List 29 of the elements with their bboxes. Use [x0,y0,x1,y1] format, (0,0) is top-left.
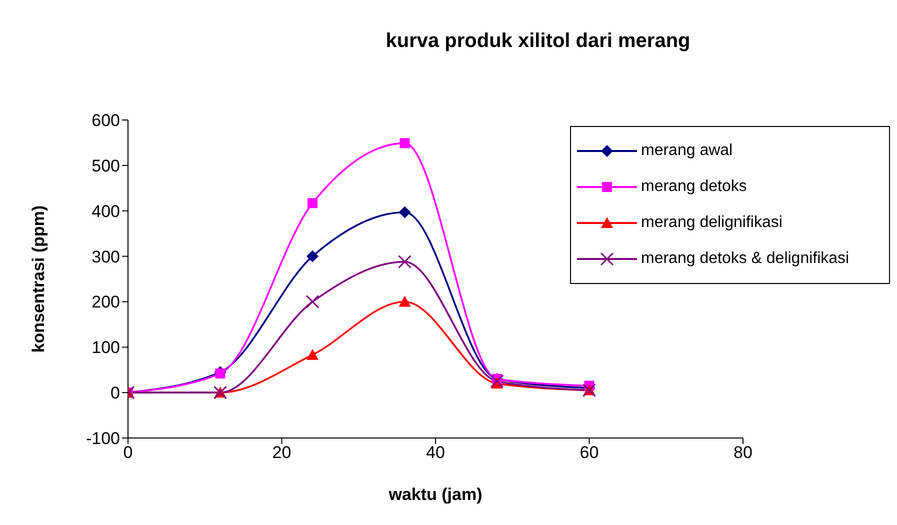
x-tick-label: 40 [426,443,445,462]
y-tick-label: 400 [92,202,120,221]
y-tick-label: 300 [92,247,120,266]
point [306,294,320,308]
x-tick-label: 80 [734,443,752,462]
y-tick-label: -100 [86,429,120,448]
legend-label: merang awal [641,142,733,160]
point [400,138,410,148]
point [308,198,318,208]
legend-label: merang delignifikasi [641,214,782,232]
y-tick-label: 200 [92,292,120,312]
y-tick-label: 600 [92,111,120,130]
point [398,296,411,307]
y-tick-label: 100 [92,338,120,358]
x-tick-label: 0 [123,443,133,462]
chart-title: kurva produk xilitol dari merang [384,30,692,53]
point [306,250,318,262]
point [490,374,504,388]
point [398,254,412,268]
point [398,206,411,218]
point [306,348,318,360]
x-tick-label: 20 [272,443,292,462]
x-axis-title: waktu (jam) [388,485,482,504]
legend-label: merang detoks & delignifikasi [641,250,850,268]
y-tick-label: 0 [110,384,120,403]
y-tick-label: 500 [92,156,120,176]
x-tick-label: 60 [580,443,599,462]
y-axis-title: konsentrasi (ppm) [29,205,48,353]
legend-label: merang detoks [641,178,747,196]
